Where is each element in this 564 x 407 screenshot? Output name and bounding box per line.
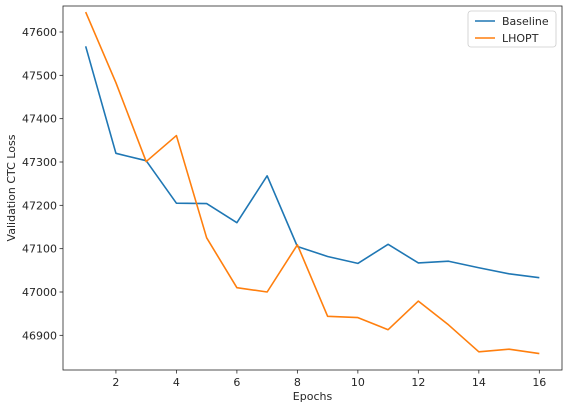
- y-axis-ticks: 46900 47000 47100 47200 47300 47400 47500 47600: [22, 26, 63, 342]
- y-tick-label: 47500: [22, 69, 57, 82]
- x-tick-label: 10: [351, 376, 365, 389]
- x-tick-label: 12: [411, 376, 425, 389]
- y-tick-label: 47300: [22, 156, 57, 169]
- series-lines: [84, 11, 540, 355]
- x-tick-label: 8: [294, 376, 301, 389]
- x-tick-label: 14: [472, 376, 486, 389]
- y-tick-label: 47200: [22, 199, 57, 212]
- y-tick-label: 47000: [22, 286, 57, 299]
- series-line-baseline: [84, 46, 540, 279]
- x-tick-label: 6: [233, 376, 240, 389]
- y-tick-label: 47600: [22, 26, 57, 39]
- legend: Baseline LHOPT: [467, 10, 557, 48]
- legend-label-baseline: Baseline: [502, 15, 549, 28]
- axes-frame: [62, 5, 563, 371]
- plot-frame: [62, 5, 563, 371]
- x-axis-ticks: 2 4 6 8 10 12 14 16: [112, 370, 546, 389]
- y-tick-label: 47400: [22, 113, 57, 126]
- x-axis-label: Epochs: [293, 390, 333, 402]
- legend-label-lhopt: LHOPT: [502, 32, 539, 45]
- x-tick-label: 4: [173, 376, 180, 389]
- y-tick-label: 46900: [22, 329, 57, 342]
- y-axis-label: Validation CTC Loss: [5, 134, 18, 241]
- x-tick-label: 16: [532, 376, 546, 389]
- x-tick-label: 2: [112, 376, 119, 389]
- series-line-lhopt: [84, 11, 540, 355]
- y-tick-label: 47100: [22, 243, 57, 256]
